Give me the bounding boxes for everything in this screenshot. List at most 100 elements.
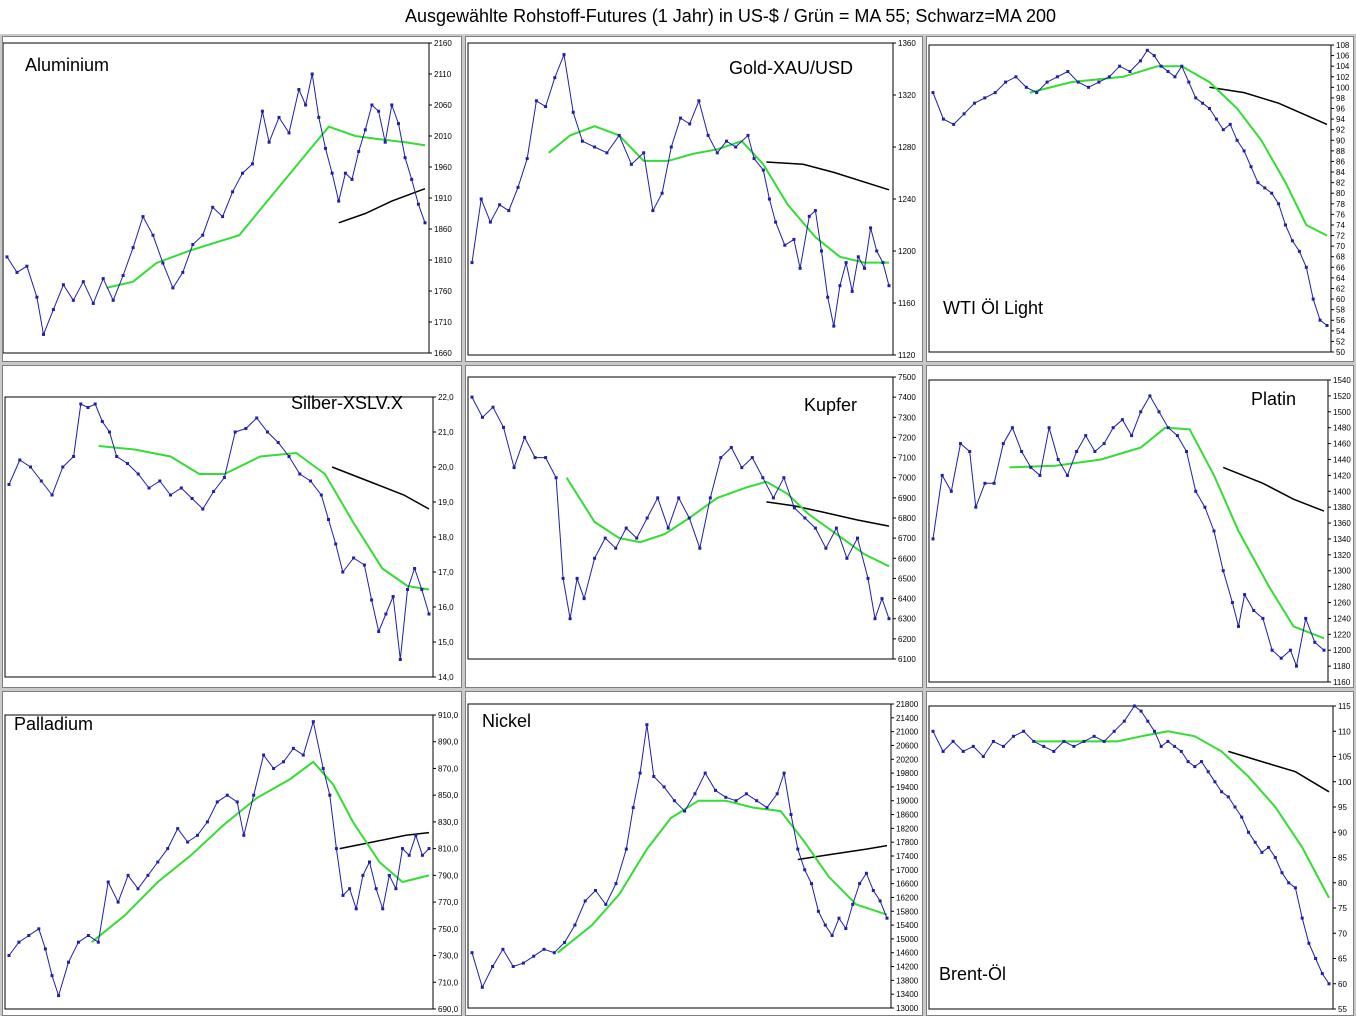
price-point (706, 133, 710, 137)
price-point (309, 479, 312, 483)
y-tick-label: 66 (1336, 263, 1345, 272)
y-tick-label: 19,0 (438, 498, 454, 507)
price-point (334, 542, 338, 546)
price-point (1327, 982, 1331, 986)
price-point (775, 792, 779, 796)
price-point (871, 889, 875, 892)
price-point (1132, 704, 1136, 708)
price-point (470, 261, 474, 265)
price-point (1293, 886, 1297, 890)
price-point (1166, 426, 1170, 430)
price-point (638, 771, 642, 775)
price-point (470, 395, 474, 399)
plot-frame (928, 379, 1329, 683)
y-tick-label: 7200 (898, 433, 916, 442)
y-tick-label: 94 (1336, 115, 1345, 124)
price-point (826, 295, 830, 299)
price-point (37, 927, 41, 931)
ma200-line (1209, 86, 1328, 126)
y-tick-label: 19800 (896, 769, 919, 778)
price-point (1313, 640, 1317, 644)
ma55-line (1029, 65, 1328, 237)
price-point (7, 483, 11, 486)
y-tick-label: 6300 (898, 615, 916, 624)
y-tick-label: 21800 (896, 700, 919, 709)
y-tick-label: 6600 (898, 554, 916, 563)
price-point (1194, 96, 1198, 100)
y-tick-label: 1240 (1333, 614, 1351, 623)
y-tick-label: 1120 (898, 351, 916, 360)
price-point (645, 723, 649, 727)
price-point (1082, 739, 1086, 743)
price-point (1187, 80, 1191, 84)
price-point (61, 465, 65, 469)
y-tick-label: 830,0 (438, 818, 459, 827)
chart-panel-wti: 50 52 54 56 58 60 62 64 66 68 70 72 74 76 78 80 82 84 86 88… (926, 36, 1354, 362)
price-point (1157, 410, 1161, 414)
y-tick-label: 6100 (898, 655, 916, 664)
price-point (1012, 734, 1015, 738)
price-point (767, 197, 771, 201)
price-point (582, 597, 586, 601)
price-point (666, 526, 670, 530)
price-point (1084, 434, 1088, 438)
price-point (1010, 426, 1014, 430)
price-point (1214, 117, 1218, 121)
y-tick-label: 14,0 (438, 673, 454, 682)
price-point (803, 868, 807, 872)
price-point (481, 415, 484, 419)
price-point (72, 455, 76, 458)
y-tick-label: 6500 (898, 574, 916, 583)
chart-title-kupfer: Kupfer (804, 395, 858, 415)
price-point (1270, 191, 1274, 195)
price-point (512, 466, 516, 470)
price-point (974, 505, 978, 509)
price-line (932, 705, 1330, 985)
price-point (171, 286, 175, 290)
price-point (298, 472, 302, 476)
price-point (327, 518, 330, 521)
chart-svg-aluminium: 1660 1710 1760 1810 1860 1910 1960 2010 2060 2110… (3, 39, 452, 358)
price-line (8, 721, 430, 998)
price-point (1233, 805, 1237, 809)
y-tick-label: 1760 (434, 287, 452, 296)
price-point (629, 162, 633, 166)
price-point (1118, 64, 1122, 68)
y-tick-label: 55 (1338, 1005, 1347, 1014)
price-point (401, 847, 404, 851)
price-point (1284, 223, 1287, 227)
price-line (932, 394, 1325, 668)
price-point (179, 486, 183, 490)
price-point (1235, 138, 1239, 142)
price-point (29, 465, 32, 469)
price-point (370, 103, 374, 107)
y-tick-label: 82 (1336, 179, 1345, 188)
price-point (1002, 744, 1005, 748)
price-point (282, 760, 285, 764)
price-point (991, 739, 995, 743)
price-point (1052, 749, 1056, 753)
price-point (317, 115, 321, 119)
price-point (931, 729, 935, 733)
price-point (624, 847, 628, 851)
chart-title-brent: Brent-Öl (939, 964, 1007, 984)
price-point (420, 853, 424, 857)
price-point (191, 243, 195, 246)
price-point (755, 799, 759, 803)
price-point (1267, 845, 1271, 849)
price-point (1228, 122, 1232, 126)
price-point (850, 289, 854, 293)
price-point (820, 249, 823, 253)
price-point (645, 516, 649, 520)
price-point (573, 923, 577, 927)
price-point (1004, 80, 1008, 84)
price-point (266, 430, 269, 434)
ma55-line (548, 125, 889, 264)
price-point (864, 871, 868, 875)
price-point (67, 960, 70, 964)
price-point (156, 860, 160, 864)
y-tick-label: 18,0 (438, 533, 454, 542)
price-point (1307, 941, 1311, 945)
price-point (511, 965, 515, 968)
